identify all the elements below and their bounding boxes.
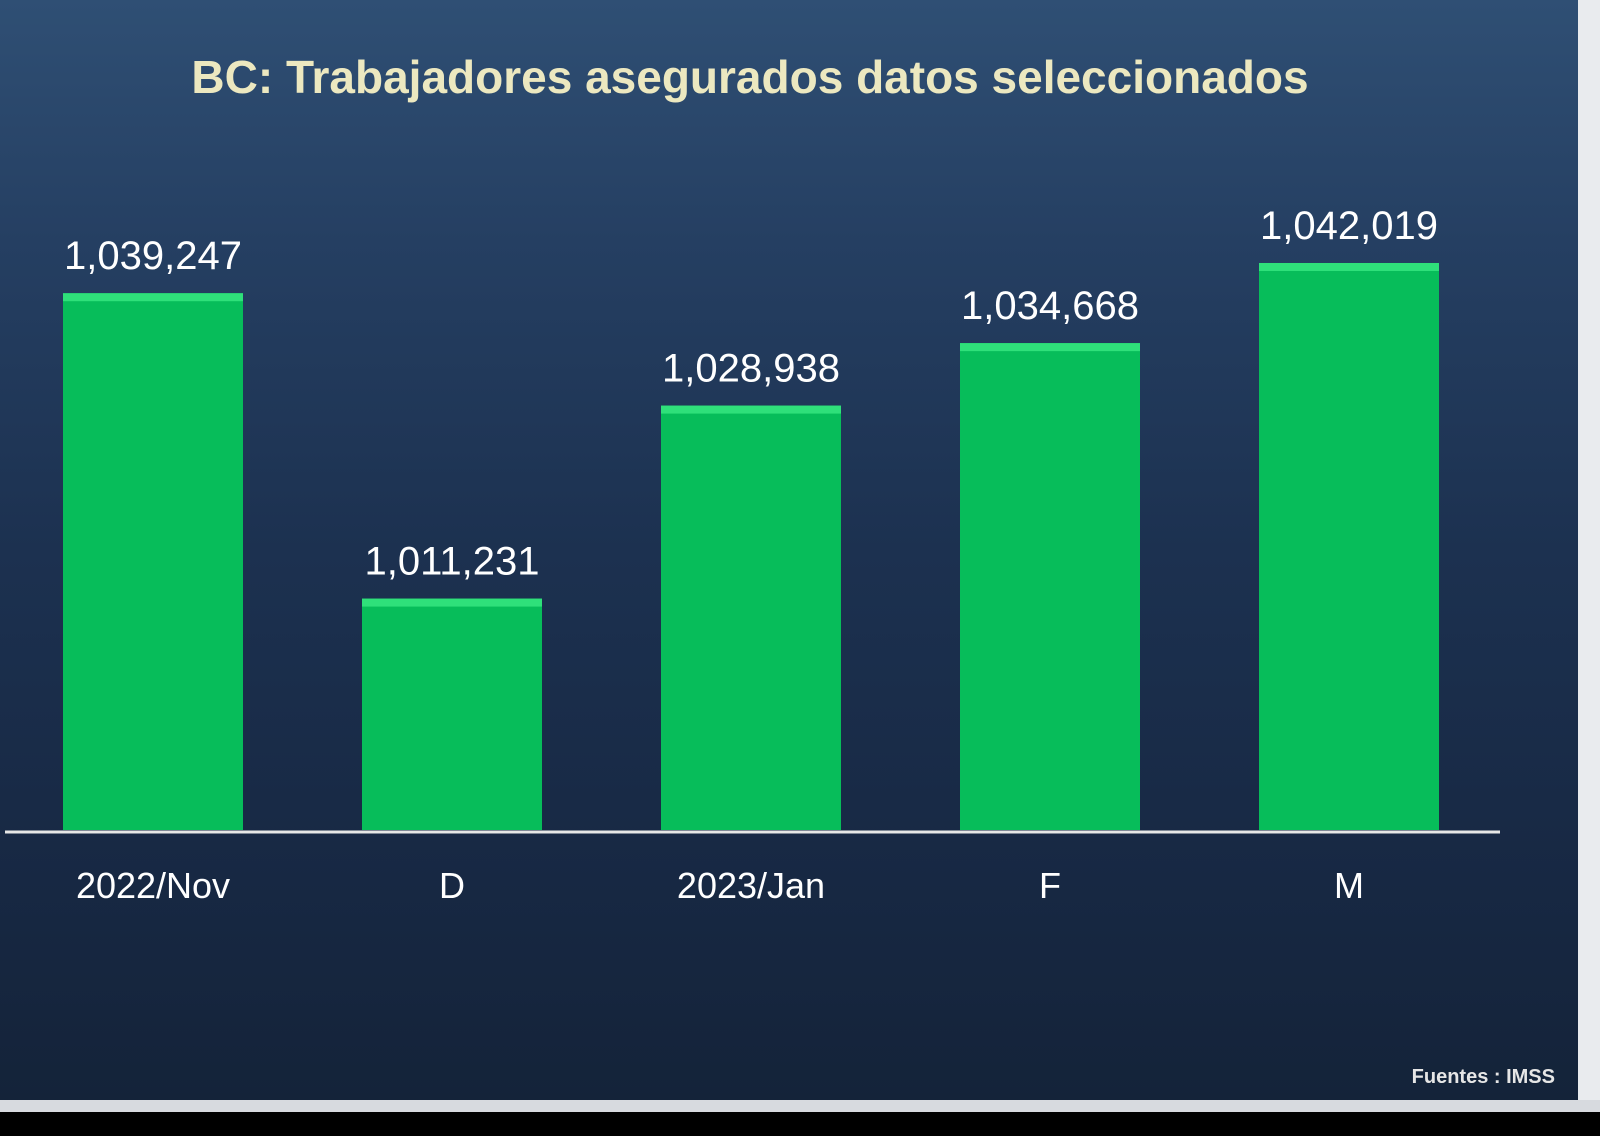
bar-chart: BC: Trabajadores asegurados datos selecc… — [5, 51, 1555, 1088]
bar-series — [63, 262, 1439, 830]
category-label-4: M — [1334, 865, 1364, 906]
chart-panel: BC: Trabajadores asegurados datos selecc… — [0, 0, 1578, 1100]
window-right-edge — [1578, 0, 1600, 1110]
window-bottom-edge — [0, 1100, 1600, 1112]
value-label-4: 1,042,019 — [1260, 204, 1438, 248]
bar-0 — [63, 293, 243, 830]
bar-1 — [362, 598, 542, 830]
bar-top-highlight-2 — [661, 405, 841, 414]
value-label-0: 1,039,247 — [64, 234, 242, 278]
bar-3 — [960, 343, 1140, 830]
bar-top-highlight-3 — [960, 343, 1140, 352]
value-labels: 1,039,247 1,011,231 1,028,938 1,034,668 1,04… — [64, 204, 1438, 584]
bar-top-highlight-4 — [1259, 262, 1439, 271]
category-label-3: F — [1039, 865, 1061, 906]
bar-2 — [661, 405, 841, 830]
category-label-2: 2023/Jan — [677, 865, 825, 906]
chart-title: BC: Trabajadores asegurados datos selecc… — [191, 51, 1308, 103]
bar-top-highlight-0 — [63, 293, 243, 302]
value-label-3: 1,034,668 — [961, 284, 1139, 328]
category-labels: 2022/Nov D 2023/Jan F M — [76, 865, 1364, 906]
value-label-1: 1,011,231 — [365, 540, 540, 584]
source-note: Fuentes : IMSS — [1412, 1066, 1555, 1088]
bar-4 — [1259, 262, 1439, 830]
category-label-0: 2022/Nov — [76, 865, 230, 906]
category-label-1: D — [439, 865, 465, 906]
bar-top-highlight-1 — [362, 598, 542, 607]
value-label-2: 1,028,938 — [662, 347, 840, 391]
